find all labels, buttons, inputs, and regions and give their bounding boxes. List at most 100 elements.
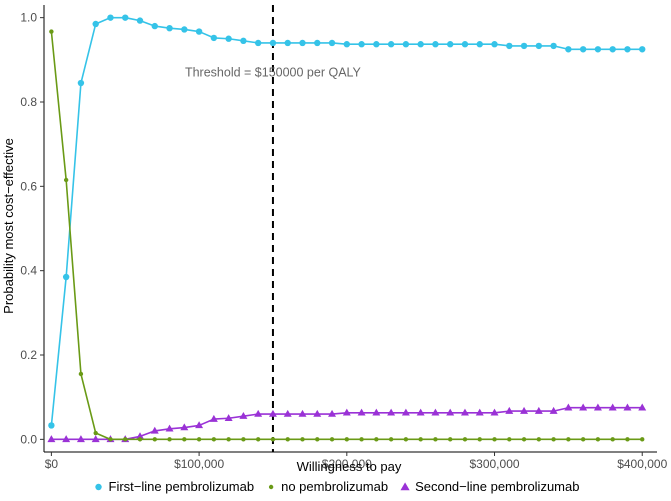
data-point bbox=[108, 437, 113, 442]
data-point bbox=[372, 408, 381, 416]
data-point bbox=[401, 408, 410, 416]
data-point bbox=[137, 437, 143, 442]
data-point bbox=[387, 408, 396, 416]
axes bbox=[43, 5, 657, 453]
x-tick-label: $400,000 bbox=[617, 457, 667, 471]
data-point bbox=[329, 437, 335, 442]
data-point bbox=[491, 41, 498, 48]
data-point bbox=[224, 414, 233, 421]
data-point bbox=[521, 437, 527, 442]
data-point bbox=[195, 28, 203, 35]
data-point bbox=[431, 408, 440, 416]
data-point bbox=[520, 42, 528, 50]
data-point bbox=[551, 437, 556, 442]
data-point bbox=[209, 414, 218, 422]
data-point bbox=[638, 403, 647, 411]
data-point bbox=[608, 403, 617, 411]
data-point bbox=[299, 39, 306, 47]
data-point bbox=[150, 426, 159, 434]
data-point bbox=[283, 409, 292, 417]
data-point bbox=[225, 35, 232, 42]
data-point bbox=[639, 46, 646, 53]
data-point bbox=[640, 437, 645, 442]
data-point bbox=[624, 46, 631, 53]
data-point bbox=[166, 24, 173, 32]
data-point bbox=[167, 437, 172, 442]
data-point bbox=[195, 421, 204, 429]
data-point bbox=[211, 437, 217, 442]
legend-item-1: no pembrolizumab bbox=[268, 479, 388, 494]
data-point bbox=[151, 22, 158, 30]
threshold-group: Threshold = $150000 per QALY bbox=[185, 5, 362, 452]
data-point bbox=[181, 26, 188, 33]
y-tick-label: 0.6 bbox=[20, 179, 37, 193]
data-point bbox=[358, 41, 365, 48]
data-point bbox=[446, 408, 455, 416]
data-point bbox=[520, 406, 529, 414]
data-point bbox=[462, 437, 468, 442]
data-point bbox=[91, 435, 100, 443]
legend: First−line pembrolizumab no pembrolizumab… bbox=[95, 479, 579, 494]
data-point bbox=[77, 79, 85, 87]
data-point bbox=[461, 41, 469, 48]
legend-label: First−line pembrolizumab bbox=[109, 479, 255, 494]
data-point bbox=[196, 437, 202, 442]
data-point bbox=[241, 437, 246, 442]
data-point bbox=[226, 437, 231, 442]
x-axis-title: Willingness to pay bbox=[297, 459, 402, 474]
x-tick-label: $300,000 bbox=[469, 457, 519, 471]
data-point bbox=[269, 39, 277, 47]
y-tick-label: 0.4 bbox=[20, 264, 37, 278]
data-point bbox=[535, 42, 543, 50]
data-point bbox=[359, 437, 364, 442]
data-point bbox=[342, 408, 351, 416]
data-point bbox=[165, 424, 174, 432]
series-line bbox=[50, 31, 643, 441]
data-point bbox=[565, 46, 572, 53]
data-point bbox=[107, 14, 114, 21]
data-point bbox=[374, 437, 379, 442]
data-point bbox=[505, 406, 514, 414]
series-1 bbox=[49, 29, 645, 442]
data-point bbox=[416, 408, 425, 416]
data-point bbox=[76, 435, 85, 443]
y-tick-label: 0.2 bbox=[20, 348, 37, 362]
data-point bbox=[534, 406, 543, 414]
data-point bbox=[475, 408, 484, 416]
data-point bbox=[433, 437, 438, 442]
y-axis-title: Probability most cost−effective bbox=[1, 138, 16, 314]
data-point bbox=[595, 437, 601, 442]
data-point bbox=[610, 437, 615, 442]
data-point bbox=[564, 403, 573, 411]
legend-key bbox=[95, 483, 102, 491]
y-axis-ticks: 0.0 0.2 0.4 0.6 0.8 1.0 bbox=[20, 11, 44, 446]
data-point bbox=[387, 41, 395, 48]
data-point bbox=[417, 41, 424, 48]
y-tick-label: 0.0 bbox=[20, 432, 37, 446]
data-point bbox=[507, 437, 512, 442]
x-tick-label: $200,000 bbox=[322, 457, 372, 471]
data-point bbox=[47, 435, 56, 443]
data-point bbox=[240, 37, 247, 45]
data-point bbox=[593, 403, 602, 411]
legend-key bbox=[268, 484, 274, 490]
x-tick-label: $100,000 bbox=[174, 457, 224, 471]
data-point bbox=[136, 17, 144, 24]
data-point bbox=[270, 437, 276, 442]
data-point bbox=[550, 42, 557, 50]
data-point bbox=[49, 29, 54, 34]
legend-key bbox=[400, 482, 410, 491]
data-point bbox=[313, 409, 322, 417]
data-point bbox=[62, 435, 71, 443]
legend-label: no pembrolizumab bbox=[281, 479, 388, 494]
legend-item-0: First−line pembrolizumab bbox=[95, 479, 254, 494]
data-point bbox=[239, 411, 248, 419]
series-2 bbox=[47, 403, 647, 443]
data-point bbox=[492, 437, 497, 442]
data-point bbox=[357, 408, 366, 416]
legend-label: Second−line pembrolizumab bbox=[415, 479, 579, 494]
series-0 bbox=[48, 14, 646, 429]
data-point bbox=[122, 14, 129, 21]
data-point bbox=[152, 437, 157, 442]
data-point bbox=[343, 41, 351, 48]
